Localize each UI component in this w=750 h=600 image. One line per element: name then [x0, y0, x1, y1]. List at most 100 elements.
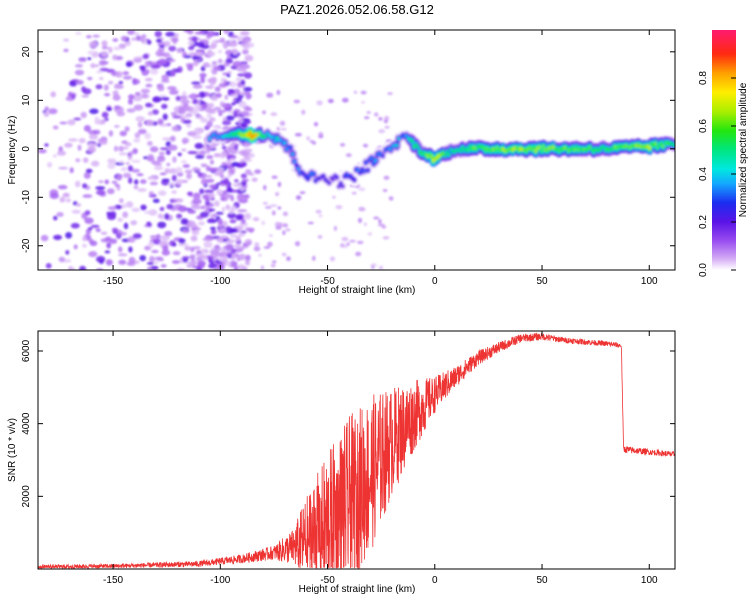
noise-blob: [186, 220, 196, 226]
noise-blob: [213, 65, 221, 72]
noise-blob: [187, 64, 194, 71]
noise-blob: [150, 64, 161, 69]
noise-blob: [208, 263, 217, 269]
ridge-point: [393, 143, 397, 147]
noise-blob: [107, 158, 117, 164]
ridge-point: [455, 148, 459, 152]
noise-blob: [227, 212, 237, 219]
noise-blob: [299, 191, 306, 195]
noise-blob: [357, 217, 363, 224]
noise-blob: [201, 103, 207, 110]
ridge-point: [294, 163, 299, 167]
noise-blob: [95, 228, 101, 233]
noise-blob: [149, 181, 158, 186]
noise-blob: [108, 130, 114, 137]
noise-blob: [75, 158, 81, 163]
ridge-point: [272, 135, 275, 139]
noise-blob: [118, 152, 128, 156]
ridge-point: [370, 156, 374, 160]
noise-blob: [263, 185, 267, 191]
noise-blob: [144, 132, 152, 140]
noise-blob: [164, 40, 171, 47]
ridge-point: [602, 145, 605, 149]
noise-blob: [227, 252, 234, 255]
noise-blob: [53, 234, 63, 241]
ridge-point: [235, 133, 238, 137]
noise-blob: [281, 252, 287, 257]
noise-blob: [196, 266, 202, 270]
noise-blob: [82, 88, 92, 95]
ridge-point: [358, 170, 362, 175]
ridge-point: [658, 143, 661, 147]
noise-blob: [108, 46, 113, 54]
noise-blob: [62, 192, 70, 198]
noise-blob: [122, 172, 132, 179]
noise-blob: [167, 58, 176, 63]
noise-blob: [178, 242, 188, 247]
noise-blob: [378, 129, 386, 134]
noise-blob: [160, 235, 170, 241]
noise-blob: [166, 162, 171, 167]
ridge-point: [482, 145, 486, 150]
y-tick-label: 2000: [21, 485, 32, 508]
noise-blob: [137, 128, 147, 135]
noise-blob: [159, 206, 165, 212]
noise-blob: [209, 226, 216, 230]
ridge-point: [312, 172, 316, 176]
noise-blob: [187, 150, 198, 155]
x-tick-label: -150: [103, 276, 123, 287]
noise-blob: [301, 109, 306, 115]
noise-blob: [116, 232, 122, 239]
noise-blob: [48, 108, 58, 115]
noise-blob: [377, 223, 385, 227]
noise-blob: [171, 125, 180, 132]
noise-blob: [216, 237, 226, 243]
noise-blob: [78, 137, 86, 144]
noise-blob: [362, 143, 369, 148]
ridge-point: [559, 147, 563, 151]
noise-blob: [221, 179, 230, 185]
noise-blob: [162, 245, 169, 252]
ridge-point: [461, 146, 464, 150]
noise-blob: [360, 90, 367, 95]
noise-blob: [120, 35, 128, 42]
noise-blob: [226, 187, 233, 193]
noise-blob: [133, 58, 142, 63]
noise-blob: [63, 38, 69, 42]
ridge-point: [654, 141, 657, 146]
noise-blob: [192, 134, 202, 140]
colorbar-ticks: 0.0 0.2 0.4 0.6 0.8: [698, 71, 736, 277]
noise-blob: [177, 152, 182, 157]
ridge-point: [260, 134, 264, 139]
x-tick-label: -50: [320, 276, 335, 287]
ridge-point: [434, 157, 437, 161]
noise-blob: [71, 209, 81, 214]
noise-blob: [198, 221, 205, 226]
noise-blob: [277, 181, 282, 188]
noise-blob: [120, 166, 128, 172]
ridge-point: [667, 141, 671, 145]
ridge-point: [223, 134, 227, 138]
noise-blob: [328, 98, 334, 104]
noise-blob: [50, 91, 56, 98]
noise-blob: [148, 241, 154, 248]
noise-blob: [137, 121, 143, 128]
ridge-point: [422, 150, 426, 155]
noise-blob: [229, 219, 237, 224]
noise-blob: [222, 246, 229, 249]
noise-blob: [147, 266, 152, 270]
ridge-point: [372, 161, 376, 166]
noise-blob: [79, 265, 87, 270]
noise-blob: [226, 73, 231, 78]
noise-blob: [373, 216, 380, 220]
ridge-point: [248, 131, 252, 136]
noise-blob: [200, 117, 208, 123]
noise-blob: [351, 191, 357, 195]
noise-blob: [118, 80, 124, 85]
noise-blob: [223, 104, 227, 109]
noise-blob: [195, 115, 204, 119]
noise-blob: [175, 166, 183, 174]
noise-blob: [85, 168, 93, 174]
ridge-point: [389, 147, 393, 152]
noise-blob: [202, 237, 212, 241]
